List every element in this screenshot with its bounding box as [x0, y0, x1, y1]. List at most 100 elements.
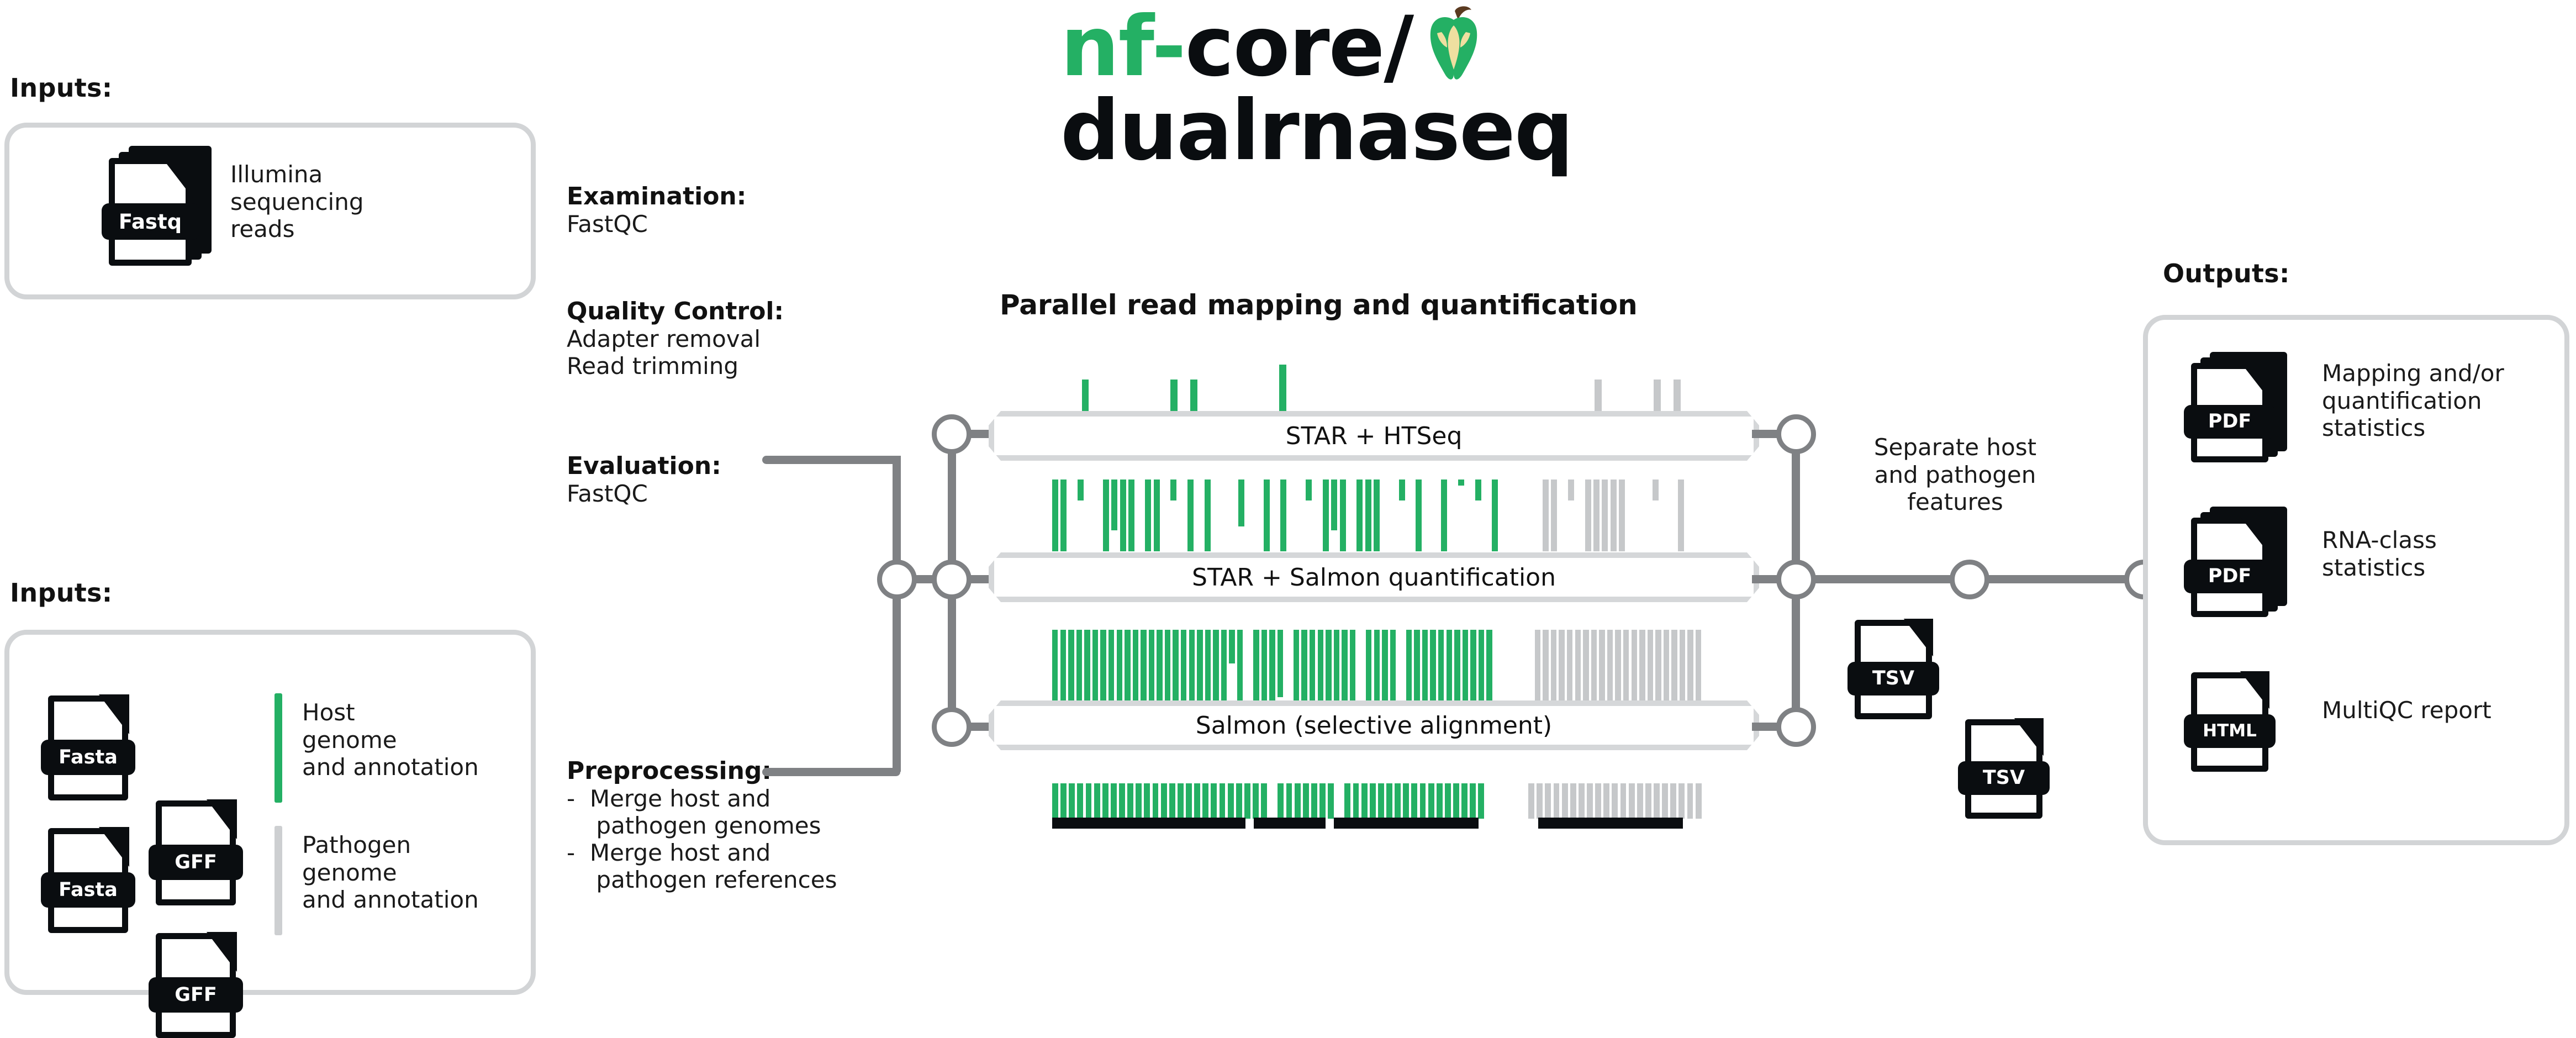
output-2-line-1: RNA-class: [2322, 526, 2437, 554]
bar: [1655, 630, 1661, 703]
bar: [1294, 783, 1301, 819]
logo-core-text: core/: [1185, 0, 1414, 95]
step-quality-control-line-1: Adapter removal: [567, 325, 761, 352]
step-quality-control: Quality Control: Adapter removal Read tr…: [567, 297, 784, 380]
bar: [1653, 480, 1659, 500]
bar: [1152, 783, 1159, 819]
bar: [1261, 783, 1268, 819]
bar: [1639, 630, 1645, 703]
bar: [1189, 630, 1195, 703]
bar: [1568, 480, 1575, 500]
bar: [1187, 480, 1194, 551]
step-preprocessing-line-2: pathogen genomes: [567, 812, 821, 839]
center-title: Parallel read mapping and quantification: [1000, 289, 1638, 321]
fastq-file-stack-icon: Fastq: [101, 146, 212, 266]
bar: [1390, 630, 1396, 703]
process-pill-salmon-selective[interactable]: Salmon (selective alignment): [989, 700, 1759, 750]
bar: [1263, 480, 1270, 551]
process-pill-star-htseq[interactable]: STAR + HTSeq: [989, 411, 1759, 461]
bar: [1377, 783, 1384, 819]
inputs-genomes-heading: Inputs:: [10, 578, 113, 608]
connector-node-mid-right: [1950, 560, 1989, 599]
bar: [1102, 480, 1109, 551]
bar: [1092, 630, 1099, 703]
bar: [1302, 783, 1309, 819]
fastq-file-label: Fastq: [101, 203, 199, 240]
bar: [1205, 630, 1211, 703]
bar: [1344, 783, 1351, 819]
bar: [1453, 783, 1459, 819]
bar: [1654, 783, 1660, 819]
bar: [1369, 783, 1376, 819]
bar: [1144, 783, 1150, 819]
bar: [1647, 630, 1654, 703]
bar: [1637, 783, 1643, 819]
bar-row-4: [1052, 783, 1704, 819]
bar: [1553, 783, 1560, 819]
bar: [1311, 783, 1317, 819]
connector-node-left-pill-1: [932, 414, 972, 454]
bar: [1567, 630, 1573, 703]
process-pill-star-salmon[interactable]: STAR + Salmon quantification: [989, 552, 1759, 602]
bar: [1116, 630, 1122, 703]
step-preprocessing-title: Preprocessing:: [567, 757, 772, 785]
bar: [1160, 783, 1167, 819]
bar: [1365, 630, 1372, 703]
step-preprocessing-line-3: - Merge host and: [567, 839, 771, 866]
inputs-reads-line-1: Illumina: [230, 161, 323, 188]
bar: [1441, 480, 1448, 551]
bar: [1534, 630, 1541, 703]
bar: [1333, 630, 1340, 703]
bar: [1326, 630, 1332, 703]
bar: [1537, 783, 1543, 819]
host-fasta-file-icon: Fasta: [40, 694, 136, 800]
bar: [1068, 630, 1074, 703]
bar: [1349, 630, 1356, 703]
inputs-reads-text: Illumina sequencing reads: [230, 161, 364, 243]
bar: [1628, 783, 1635, 819]
bar: [1060, 630, 1067, 703]
output-1-line-2: quantification: [2322, 387, 2482, 414]
pdf-file-stack-icon-1: PDF: [2184, 352, 2287, 462]
bar: [1475, 480, 1481, 500]
gene-track-pathogen-1: [1538, 818, 1683, 829]
bar: [1414, 630, 1420, 703]
bar: [1398, 480, 1405, 500]
wire-left-vertical-bus: [893, 456, 901, 772]
bar: [1164, 630, 1171, 703]
bar: [1181, 630, 1187, 703]
bar: [1157, 630, 1163, 703]
host-line-3: and annotation: [302, 754, 479, 781]
bar: [1595, 783, 1602, 819]
bar: [1595, 380, 1602, 412]
bar: [1382, 630, 1388, 703]
bar: [1238, 480, 1244, 526]
bar: [1618, 480, 1625, 551]
separation-line-1: Separate host: [1873, 434, 2037, 461]
apple-core-icon: [1421, 6, 1487, 88]
output-1-line-1: Mapping and/or: [2322, 360, 2504, 387]
bar-row-2: [1052, 480, 1704, 551]
bar: [1094, 783, 1100, 819]
bar: [1559, 630, 1565, 703]
separation-line-3: features: [1907, 488, 2003, 516]
connector-node-right-pill-3: [1776, 707, 1816, 747]
bar: [1227, 783, 1234, 819]
bar: [1583, 630, 1589, 703]
pathogen-gff-label: GFF: [148, 977, 244, 1013]
bar: [1108, 630, 1115, 703]
inputs-genomes-row-pathogen: Fasta GFF Pathogen genome and annotation: [40, 823, 512, 1038]
separation-line-2: and pathogen: [1874, 461, 2036, 488]
bar: [1132, 630, 1139, 703]
step-preprocessing: Preprocessing: - Merge host and pathogen…: [567, 757, 837, 893]
bar: [1211, 783, 1217, 819]
step-preprocessing-line-4: pathogen references: [567, 866, 837, 893]
bar: [1186, 783, 1192, 819]
pathogen-gff-file-icon: GFF: [148, 932, 244, 1038]
bar: [1293, 630, 1300, 703]
output-1-line-3: statistics: [2322, 414, 2426, 442]
bar: [1356, 480, 1363, 551]
bar: [1084, 630, 1090, 703]
host-text: Host genome and annotation: [302, 699, 479, 781]
bar: [1422, 630, 1428, 703]
